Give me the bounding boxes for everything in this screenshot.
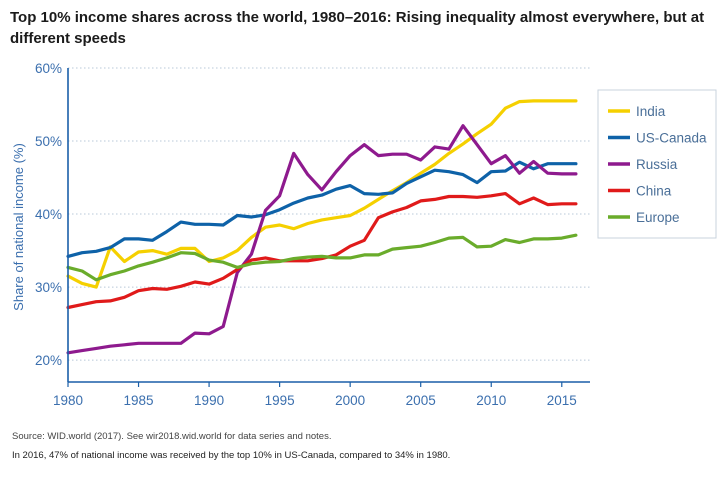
legend-label: Europe [636, 210, 680, 225]
series-line-russia [66, 124, 578, 355]
legend-label: China [636, 184, 672, 199]
x-tick-label: 2000 [335, 393, 365, 408]
chart-title: Top 10% income shares across the world, … [10, 9, 705, 47]
x-tick-label: 1985 [124, 393, 154, 408]
x-tick-labels: 1980 1985 1990 1995 2000 2005 2010 2015 [53, 393, 577, 408]
series-line-china [66, 192, 578, 310]
legend-label: India [636, 104, 666, 119]
legend-label: Russia [636, 157, 678, 172]
caption-note: In 2016, 47% of national income was rece… [12, 450, 451, 461]
x-tick-label: 2010 [476, 393, 506, 408]
x-tick-label: 1980 [53, 393, 83, 408]
legend: India US-Canada Russia China Europe [597, 89, 717, 239]
grid-lines [68, 67, 590, 361]
y-tick-labels: 20% 30% 40% 50% 60% [35, 61, 62, 368]
x-tick-label: 2015 [547, 393, 577, 408]
legend-label: US-Canada [636, 131, 707, 146]
series-line-us-canada [66, 160, 578, 258]
y-tick-label: 40% [35, 207, 62, 222]
y-tick-label: 20% [35, 353, 62, 368]
x-tick-label: 1990 [194, 393, 224, 408]
series-line-europe [66, 233, 578, 282]
series-lines [66, 99, 578, 355]
y-tick-label: 60% [35, 61, 62, 76]
axes [67, 68, 590, 387]
x-tick-label: 1995 [265, 393, 295, 408]
y-tick-label: 50% [35, 134, 62, 149]
source-note: Source: WID.world (2017). See wir2018.wi… [12, 431, 332, 442]
x-tick-label: 2005 [406, 393, 436, 408]
y-tick-label: 30% [35, 280, 62, 295]
y-axis-label: Share of national income (%) [11, 143, 26, 311]
series-line-india [66, 99, 578, 289]
